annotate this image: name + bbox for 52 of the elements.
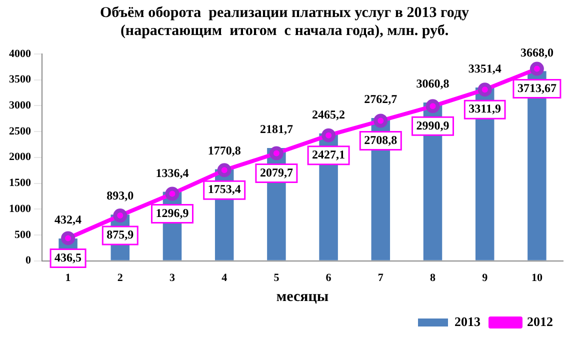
x-tick-label: 4 — [222, 272, 228, 284]
data-label: 2079,7 — [260, 165, 293, 180]
data-label: 2708,8 — [364, 132, 398, 147]
data-label: 893,0 — [106, 188, 134, 203]
data-label: 1296,9 — [156, 206, 189, 220]
legend-label: 2012 — [527, 314, 553, 329]
x-tick-label: 6 — [326, 272, 332, 284]
data-label: 3311,9 — [468, 102, 502, 116]
y-tick-label: 4000 — [9, 48, 32, 60]
data-label: 1753,4 — [208, 182, 241, 196]
x-tick-label: 7 — [378, 272, 384, 284]
point — [478, 82, 492, 97]
x-tick-label: 5 — [274, 272, 280, 284]
x-tick-label: 8 — [430, 272, 436, 284]
x-tick-label: 2 — [117, 272, 124, 284]
x-axis-title: месяцы — [276, 288, 329, 305]
data-label: 2762,7 — [364, 92, 398, 106]
x-tick-label: 1 — [65, 272, 71, 284]
data-label: 1336,4 — [156, 166, 189, 180]
data-label: 2465,2 — [312, 107, 346, 122]
point — [530, 62, 544, 76]
data-label: 3060,8 — [416, 76, 450, 91]
data-label: 3713,67 — [517, 80, 556, 95]
data-label: 2427,1 — [312, 147, 346, 162]
point — [113, 208, 128, 223]
point — [374, 114, 388, 128]
chart-title: Объём оборота реализации платных услуг в 2013 году (нарастающим итогом с начала года), млн. руб. — [100, 4, 470, 39]
data-label: 432,4 — [54, 212, 82, 227]
x-tick-label: 9 — [482, 272, 488, 284]
y-tick-label: 3500 — [9, 74, 32, 86]
data-label: 875,9 — [106, 228, 134, 242]
y-tick-label: 2500 — [9, 125, 32, 138]
x-tick-label: 10 — [531, 272, 543, 284]
data-label: 2990,9 — [416, 118, 450, 132]
point — [217, 163, 232, 178]
y-tick-label: 1500 — [9, 177, 32, 190]
y-tick-label: 2000 — [9, 151, 32, 164]
point — [426, 99, 440, 114]
y-tick-label: 0 — [26, 254, 32, 267]
y-tick-label: 500 — [14, 228, 32, 241]
point — [61, 231, 76, 246]
point — [165, 186, 180, 201]
legend-label: 2013 — [454, 314, 481, 329]
data-label: 2181,7 — [260, 122, 293, 136]
y-tick-label: 3000 — [9, 100, 32, 112]
x-tick-label: 3 — [170, 272, 176, 284]
y-tick-label: 1000 — [9, 202, 32, 215]
data-label: 3351,4 — [468, 62, 502, 76]
data-label: 1770,8 — [208, 143, 241, 158]
data-label: 3668,0 — [520, 45, 554, 60]
data-label: 436,5 — [54, 250, 82, 264]
point — [269, 146, 284, 160]
